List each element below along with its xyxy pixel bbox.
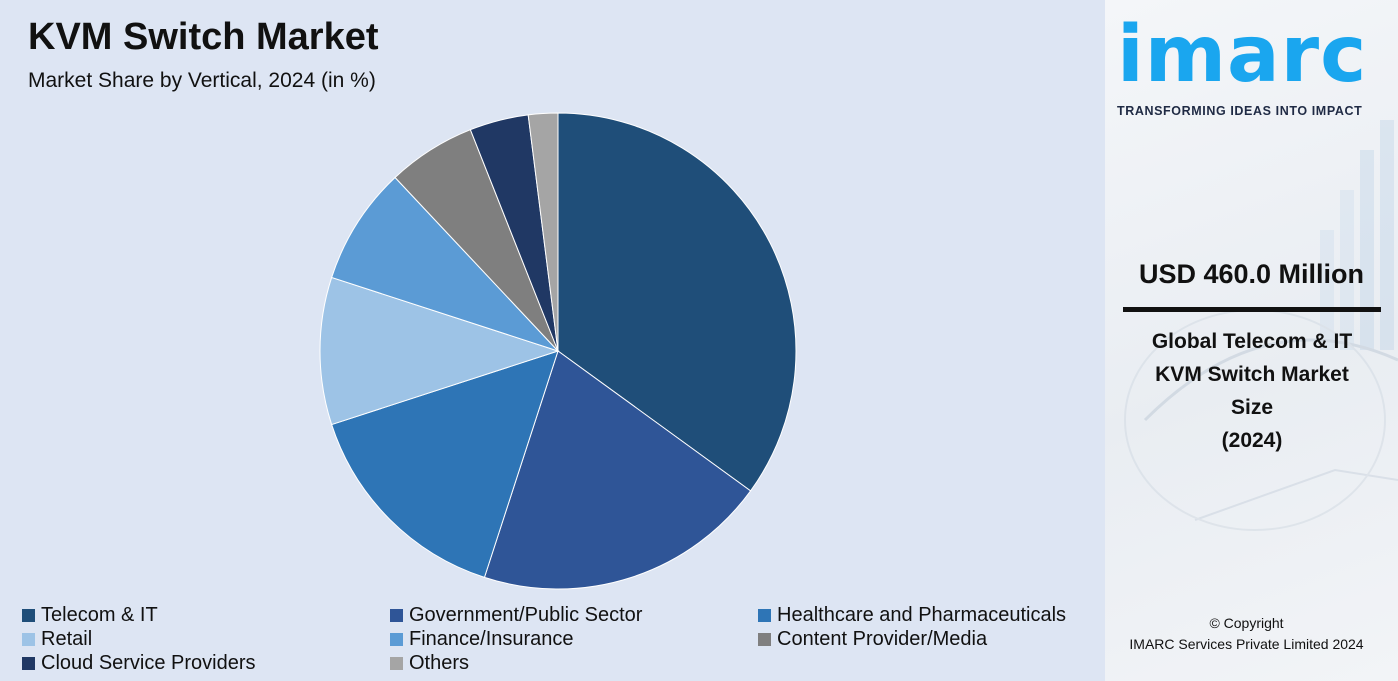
logo-tagline: TRANSFORMING IDEAS INTO IMPACT [1117,104,1363,118]
legend-label: Content Provider/Media [777,628,988,650]
pie-slice-others [527,112,559,352]
chart-subtitle: Market Share by Vertical, 2024 (in %) [28,69,376,92]
pie-slice-retail [319,276,560,426]
legend-label: Cloud Service Providers [41,652,256,674]
legend-swatch [22,609,35,622]
pie-slice-healthcare-and-pharmaceuticals [331,350,559,578]
legend-swatch [390,633,403,646]
legend-item: Others [390,652,469,675]
copyright-line: IMARC Services Private Limited 2024 [1129,636,1364,652]
legend-label: Telecom & IT [41,604,158,626]
logo-wordmark: imarc [1117,10,1368,100]
legend-label: Others [409,652,470,674]
legend-item: Cloud Service Providers [22,652,256,675]
legend-item: Retail [22,628,92,651]
legend-swatch [758,609,771,622]
summary-panel: imarc TRANSFORMING IDEAS INTO IMPACT USD… [1105,0,1398,681]
chart-panel: KVM Switch Market Market Share by Vertic… [0,0,1105,681]
description-line: (2024) [1221,429,1283,452]
legend-swatch [390,657,403,670]
legend-swatch [390,609,403,622]
legend-item: Telecom & IT [22,604,158,627]
market-value: USD 460.0 Million [1138,259,1365,289]
legend-label: Healthcare and Pharmaceuticals [777,604,1067,626]
legend-swatch [22,657,35,670]
legend-item: Content Provider/Media [758,628,987,651]
pie-slice-finance-insurance [331,176,559,352]
legend-label: Finance/Insurance [409,628,574,650]
pie-slice-government-public-sector [483,350,752,590]
pie-chart [319,112,797,590]
legend-item: Finance/Insurance [390,628,574,651]
imarc-logo: imarc TRANSFORMING IDEAS INTO IMPACT [1117,14,1392,118]
market-description: Global Telecom & IT KVM Switch Market Si… [1125,325,1379,457]
legend-label: Government/Public Sector [409,604,643,626]
copyright: © Copyright IMARC Services Private Limit… [1105,613,1388,655]
legend-label: Retail [41,628,93,650]
description-line: KVM Switch Market [1155,363,1349,386]
description-line: Size [1230,396,1274,419]
description-line: Global Telecom & IT [1151,330,1353,353]
chart-legend: Telecom & IT Government/Public Sector Heal… [22,604,1102,676]
pie-slice-telecom-it [557,112,797,492]
legend-swatch [22,633,35,646]
chart-title: KVM Switch Market [28,16,379,58]
legend-item: Government/Public Sector [390,604,642,627]
legend-item: Healthcare and Pharmaceuticals [758,604,1066,627]
divider [1123,307,1381,312]
legend-swatch [758,633,771,646]
copyright-line: © Copyright [1209,615,1284,631]
